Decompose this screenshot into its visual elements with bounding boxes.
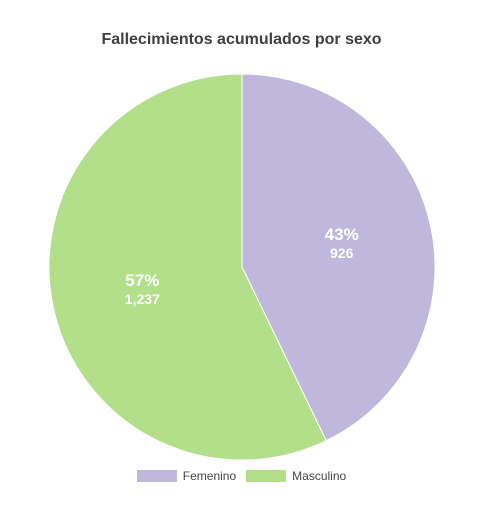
slice-percent-label-masculino: 57% [125, 271, 159, 290]
legend-swatch-femenino [136, 470, 177, 482]
chart-title: Fallecimientos acumulados por sexo [101, 31, 382, 48]
legend-item-masculino[interactable]: Masculino [246, 469, 346, 483]
legend-label-femenino: Femenino [182, 469, 237, 483]
slice-percent-label-femenino: 43% [325, 225, 359, 244]
legend-item-femenino[interactable]: Femenino [136, 469, 237, 483]
legend-label-masculino: Masculino [292, 469, 347, 483]
pie-slice-femenino[interactable] [241, 73, 436, 442]
slice-value-label-masculino: 1,237 [125, 291, 160, 307]
legend-swatch-masculino [246, 470, 287, 482]
pie-slice-masculino[interactable] [48, 73, 327, 461]
slice-value-label-femenino: 926 [330, 245, 354, 261]
legend: Femenino Masculino [0, 469, 483, 483]
